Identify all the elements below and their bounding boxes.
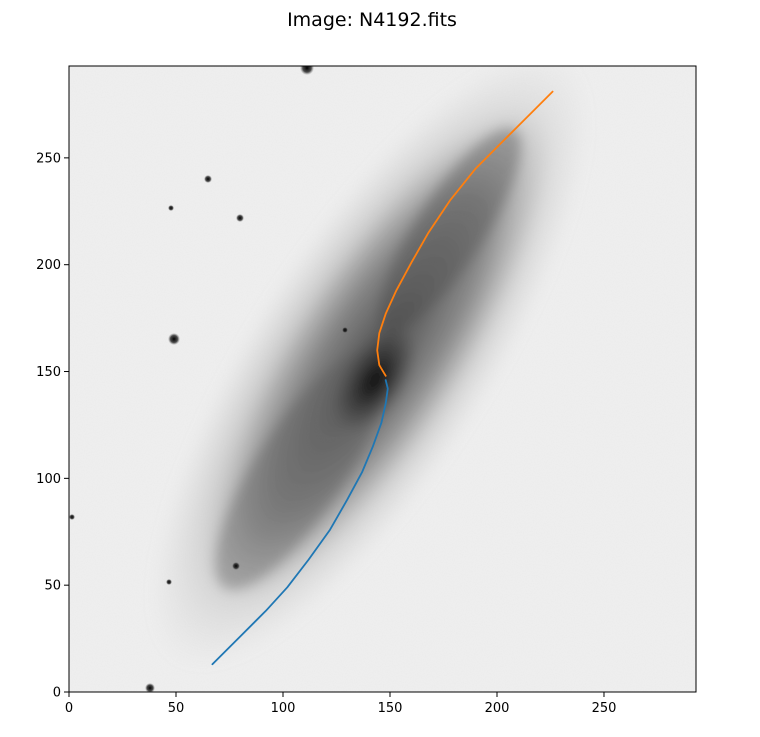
x-tick-label: 50	[168, 701, 185, 716]
series-line-1	[211, 379, 389, 666]
x-axis: 0 50 100 150 200 250	[65, 692, 617, 716]
x-tick-label: 150	[378, 701, 403, 716]
x-tick-label: 250	[592, 701, 617, 716]
y-tick-label: 50	[44, 579, 61, 594]
y-tick-label: 250	[36, 151, 61, 166]
x-tick-label: 100	[271, 701, 296, 716]
y-tick-label: 200	[36, 258, 61, 273]
galaxy-image	[69, 66, 696, 692]
series-line-2	[376, 90, 554, 377]
y-tick-label: 150	[36, 365, 61, 380]
y-tick-label: 0	[53, 686, 61, 701]
chart-title: Image: N4192.fits	[287, 9, 457, 31]
x-tick-label: 200	[485, 701, 510, 716]
y-tick-label: 100	[36, 472, 61, 487]
y-axis: 0 50 100 150 200 250	[36, 151, 69, 701]
plot-frame	[68, 65, 697, 693]
series-layer	[211, 90, 554, 666]
x-tick-label: 0	[65, 701, 73, 716]
